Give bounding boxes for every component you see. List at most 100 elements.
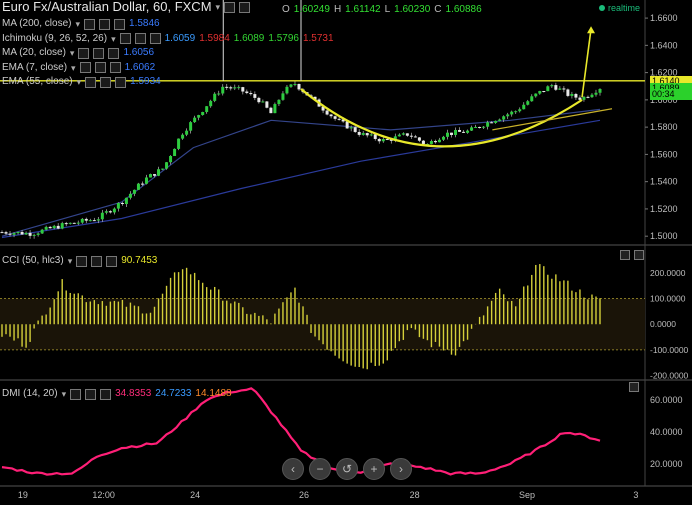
candle-body — [450, 132, 454, 135]
reset-button[interactable]: ↺ — [336, 458, 358, 480]
indicator-name[interactable]: MA (20, close) — [2, 47, 66, 58]
indicator-value: 1.6089 — [233, 32, 265, 44]
chevron-down-icon[interactable]: ▾ — [75, 19, 81, 29]
candle-body — [562, 88, 566, 90]
close-icon[interactable] — [108, 47, 120, 59]
chevron-down-icon[interactable]: ▾ — [69, 48, 75, 58]
candle-body — [470, 127, 474, 131]
close-icon[interactable] — [114, 18, 126, 30]
candle-body — [502, 116, 506, 120]
close-icon[interactable] — [115, 76, 127, 88]
chevron-down-icon[interactable]: ▾ — [111, 33, 116, 44]
candle-body — [237, 87, 241, 89]
candle-body — [417, 137, 421, 141]
candle-body — [373, 134, 377, 139]
candle-body — [153, 174, 157, 176]
candle-body — [52, 225, 56, 229]
candle-body — [36, 233, 40, 235]
candle-body — [357, 131, 361, 135]
indicator-value: 1.5796 — [268, 32, 299, 44]
ohlc-value: 1.60886 — [445, 4, 482, 15]
ohlc-value: 1.60249 — [293, 4, 330, 15]
settings-icon[interactable] — [76, 255, 88, 267]
candle-body — [421, 140, 425, 144]
y-tick-label: 1.6000 — [650, 95, 678, 105]
close-icon[interactable] — [106, 255, 118, 267]
candle-body — [16, 231, 20, 234]
scroll-right-button[interactable]: › — [390, 458, 412, 480]
candle-body — [389, 139, 393, 141]
candle-body — [281, 93, 285, 100]
cci-legend: CCI (50, hlc3) ▾ 90.7453 — [2, 255, 157, 267]
visibility-icon[interactable] — [99, 18, 111, 30]
settings-icon[interactable] — [78, 47, 90, 59]
close-icon[interactable] — [149, 33, 161, 44]
cci-label[interactable]: CCI (50, hlc3) — [2, 255, 64, 266]
scroll-controls: ‹ − ↺ + › — [282, 458, 412, 480]
candle-body — [401, 133, 405, 135]
breakout-arrow — [581, 28, 592, 98]
y-tick-label: -200.0000 — [650, 370, 689, 380]
candle-body — [277, 99, 281, 105]
ohlc-label: C — [434, 4, 442, 15]
chevron-down-icon[interactable]: ▾ — [76, 77, 82, 87]
candle-body — [285, 86, 289, 94]
candle-body — [209, 100, 213, 107]
settings-icon[interactable] — [84, 18, 96, 30]
candle-body — [245, 91, 249, 94]
candle-body — [193, 117, 197, 123]
zoom-out-button[interactable]: − — [309, 458, 331, 480]
visibility-icon[interactable] — [134, 33, 146, 44]
maximize-icon[interactable] — [634, 250, 644, 260]
chevron-down-icon[interactable]: ▾ — [67, 256, 73, 266]
trend-line — [492, 108, 613, 131]
candle-body — [273, 104, 277, 114]
visibility-icon[interactable] — [94, 62, 106, 73]
price-tag: 1.6140 — [650, 75, 692, 87]
indicator-value: 1.6062 — [124, 61, 156, 73]
chevron-down-icon[interactable]: ▾ — [215, 2, 221, 12]
move-up-icon[interactable] — [620, 250, 630, 260]
indicator-name[interactable]: EMA (7, close) — [2, 61, 68, 73]
dmi-label[interactable]: DMI (14, 20) — [2, 388, 58, 399]
visibility-icon[interactable] — [93, 47, 105, 59]
settings-icon[interactable] — [85, 76, 97, 88]
candle-body — [510, 111, 514, 115]
indicator-name[interactable]: EMA (55, close) — [2, 76, 73, 87]
candle-body — [189, 122, 193, 131]
scroll-left-button[interactable]: ‹ — [282, 458, 304, 480]
chevron-down-icon[interactable]: ▾ — [61, 389, 67, 399]
candle-body — [24, 232, 28, 235]
indicator-name[interactable]: Ichimoku (9, 26, 52, 26) — [2, 32, 108, 44]
y-tick-label: 1.6200 — [650, 68, 678, 78]
candle-body — [136, 183, 140, 190]
visibility-icon[interactable] — [91, 255, 103, 267]
candle-body — [578, 97, 582, 100]
candle-body — [474, 126, 478, 128]
candle-body — [68, 222, 72, 224]
x-tick-label: 26 — [299, 490, 309, 500]
candle-body — [397, 134, 401, 137]
close-icon[interactable] — [109, 62, 121, 73]
settings-icon[interactable] — [70, 388, 82, 400]
visibility-icon[interactable] — [85, 388, 97, 400]
settings-icon[interactable] — [119, 33, 131, 44]
move-up-icon[interactable] — [629, 382, 639, 392]
candle-body — [241, 87, 245, 92]
settings-icon[interactable] — [79, 62, 91, 73]
dmi-line — [1, 387, 601, 476]
candle-body — [445, 132, 449, 137]
visibility-icon[interactable] — [100, 76, 112, 88]
visibility-icon[interactable] — [239, 1, 251, 13]
chevron-down-icon[interactable]: ▾ — [71, 62, 76, 73]
candle-body — [494, 120, 498, 123]
dmi-legend: DMI (14, 20) ▾ 34.8353 24.7233 14.1488 — [2, 388, 232, 400]
zoom-in-button[interactable]: + — [363, 458, 385, 480]
settings-icon[interactable] — [224, 1, 236, 13]
indicator-name[interactable]: MA (200, close) — [2, 18, 72, 29]
close-icon[interactable] — [100, 388, 112, 400]
candle-body — [433, 141, 437, 143]
candle-body — [393, 136, 397, 141]
